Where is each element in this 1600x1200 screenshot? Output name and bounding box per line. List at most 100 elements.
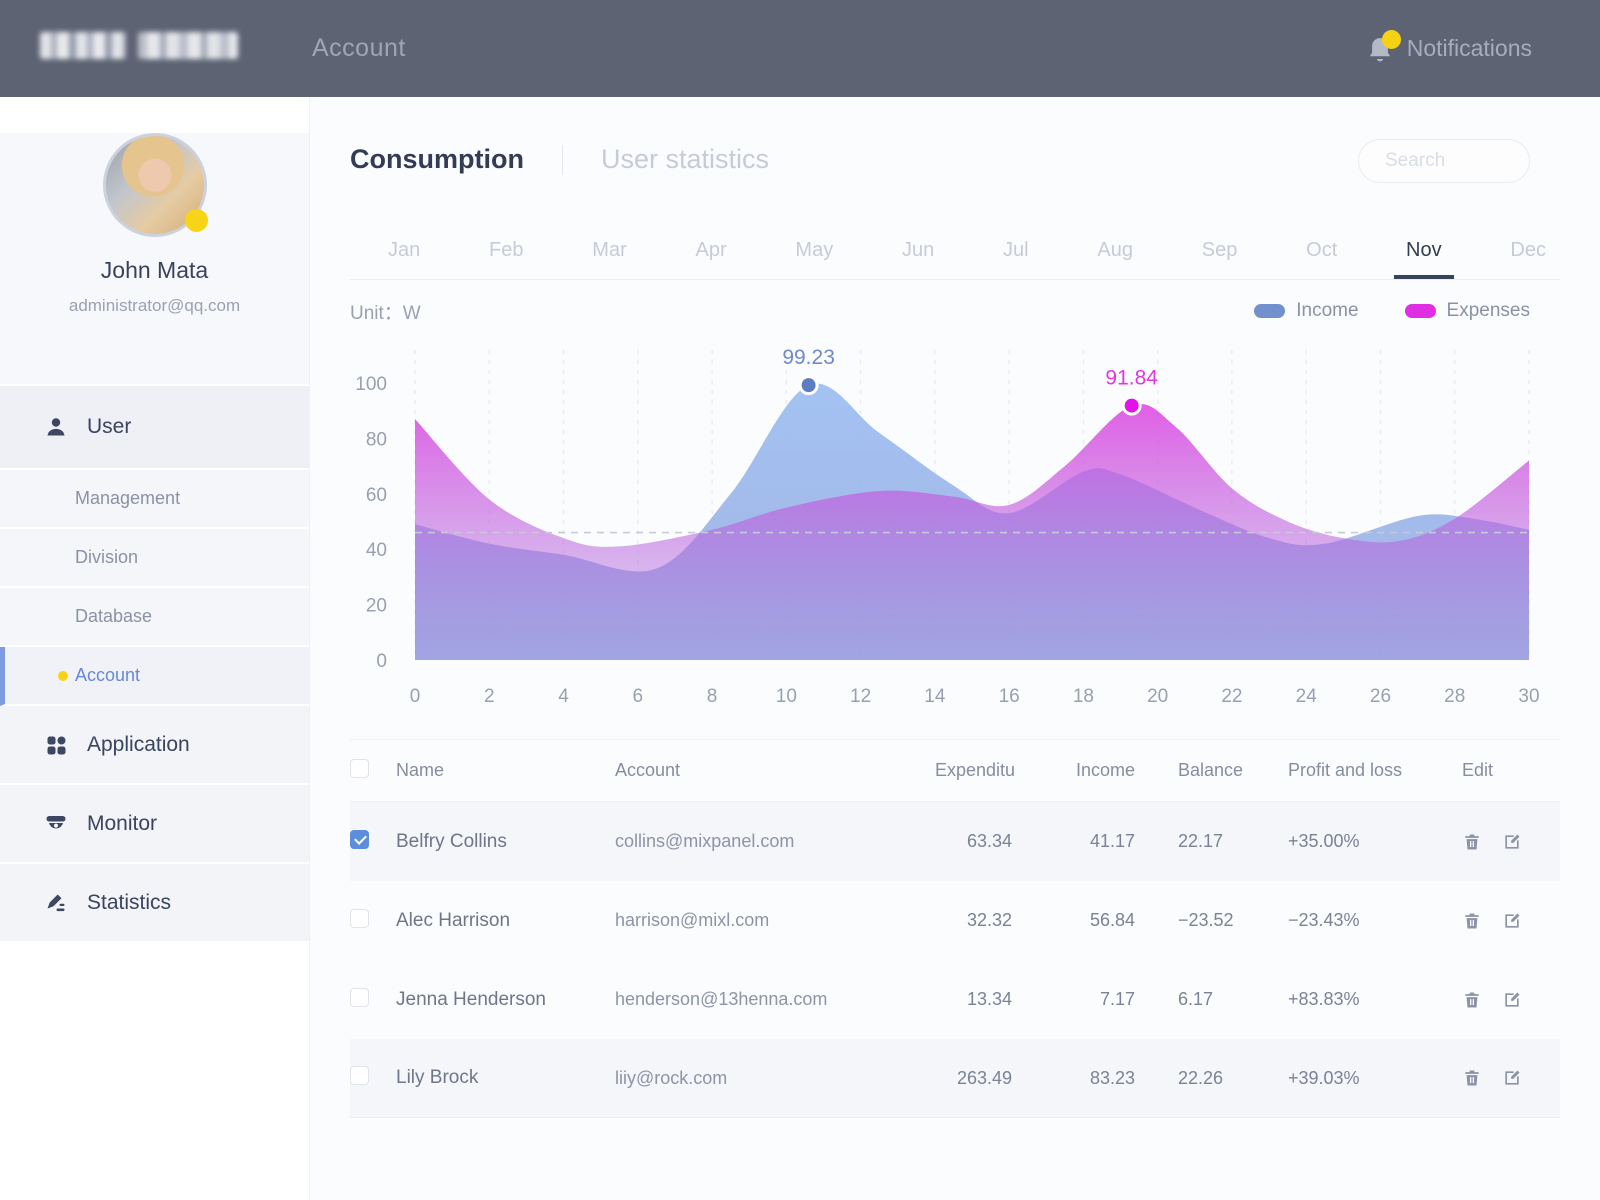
notifications-button[interactable]: Notifications bbox=[1365, 29, 1532, 66]
chart-unit-label: Unit：W bbox=[350, 302, 421, 324]
svg-text:24: 24 bbox=[1296, 686, 1318, 707]
accounts-table: Name Account Expenditu Income Balance Pr… bbox=[350, 739, 1560, 1118]
active-bullet bbox=[58, 670, 68, 681]
delete-button[interactable] bbox=[1462, 832, 1482, 852]
svg-text:26: 26 bbox=[1370, 686, 1391, 707]
svg-text:10: 10 bbox=[776, 686, 797, 707]
topbar: Account Notifications bbox=[0, 0, 1600, 97]
sidebar-item-monitor[interactable]: Monitor bbox=[0, 785, 309, 864]
search-input[interactable] bbox=[1358, 139, 1530, 183]
row-checkbox[interactable] bbox=[350, 829, 369, 849]
delete-button[interactable] bbox=[1462, 990, 1482, 1010]
bell-icon bbox=[1365, 29, 1401, 66]
area-chart: 99.23 91.84 0 20 40 60 80 100 0 2 4 6 8 10 12 14 16 18 20 2… bbox=[349, 330, 1600, 735]
sidebar-item-application[interactable]: Application bbox=[0, 706, 309, 785]
sidebar-item-management[interactable]: Management bbox=[0, 470, 309, 529]
user-email: administrator@qq.com bbox=[68, 296, 241, 315]
column-expenditure: Expenditu bbox=[935, 760, 1016, 780]
row-checkbox[interactable] bbox=[350, 1066, 369, 1085]
month-tab-feb[interactable]: Feb bbox=[489, 239, 524, 261]
main-content: Consumption User statistics Jan Feb Mar … bbox=[310, 97, 1600, 1200]
tab-consumption[interactable]: Consumption bbox=[350, 144, 524, 174]
month-tab-jul[interactable]: Jul bbox=[1003, 239, 1029, 261]
delete-button[interactable] bbox=[1462, 1068, 1482, 1088]
select-all-checkbox[interactable] bbox=[350, 758, 369, 778]
svg-text:22: 22 bbox=[1221, 686, 1242, 707]
month-tab-dec[interactable]: Dec bbox=[1510, 239, 1546, 261]
sidebar: John Mata administrator@qq.com User Mana… bbox=[0, 97, 310, 1200]
status-dot bbox=[184, 209, 208, 232]
app-logo-blurred bbox=[40, 32, 238, 59]
column-income: Income bbox=[1075, 760, 1135, 780]
user-icon bbox=[47, 418, 65, 436]
edit-button[interactable] bbox=[1502, 832, 1522, 852]
svg-text:28: 28 bbox=[1444, 686, 1465, 707]
monitor-camera-icon bbox=[46, 815, 66, 829]
avatar[interactable] bbox=[102, 133, 208, 237]
content-tabs: Consumption User statistics bbox=[310, 97, 1600, 222]
table-row: Lily Brock liiy@rock.com 263.49 83.23 22… bbox=[350, 1039, 1560, 1118]
sidebar-item-account[interactable]: Account bbox=[0, 647, 309, 706]
legend-income: Income bbox=[1254, 300, 1359, 322]
sidebar-item-division[interactable]: Division bbox=[0, 529, 309, 588]
column-balance: Balance bbox=[1178, 760, 1244, 780]
sidebar-item-label: Application bbox=[87, 732, 190, 756]
svg-text:16: 16 bbox=[999, 686, 1020, 707]
month-tab-jan[interactable]: Jan bbox=[388, 239, 421, 261]
svg-text:100: 100 bbox=[355, 374, 387, 395]
edit-button[interactable] bbox=[1502, 990, 1522, 1010]
svg-text:8: 8 bbox=[707, 686, 718, 707]
notification-badge bbox=[1381, 29, 1401, 49]
svg-text:0: 0 bbox=[410, 686, 421, 707]
sidebar-item-label: Statistics bbox=[87, 890, 172, 914]
column-account: Account bbox=[615, 760, 681, 780]
svg-text:80: 80 bbox=[366, 429, 387, 450]
page-title: Account bbox=[312, 34, 406, 62]
tab-divider bbox=[561, 144, 563, 175]
month-tab-apr[interactable]: Apr bbox=[695, 239, 727, 261]
table-row: Belfry Collins collins@mixpanel.com 63.3… bbox=[350, 802, 1560, 881]
tab-user-statistics[interactable]: User statistics bbox=[600, 144, 770, 174]
profile-card: John Mata administrator@qq.com bbox=[0, 133, 309, 386]
month-tab-aug[interactable]: Aug bbox=[1097, 239, 1133, 261]
svg-text:99.23: 99.23 bbox=[782, 346, 835, 369]
sidebar-item-statistics[interactable]: Statistics bbox=[0, 864, 309, 943]
svg-text:0: 0 bbox=[376, 651, 387, 672]
svg-text:14: 14 bbox=[924, 686, 946, 707]
column-profit-and-loss: Profit and loss bbox=[1288, 760, 1403, 780]
row-checkbox[interactable] bbox=[350, 987, 369, 1007]
svg-text:18: 18 bbox=[1073, 686, 1094, 707]
edit-button[interactable] bbox=[1502, 1068, 1522, 1088]
month-tabs: Jan Feb Mar Apr May Jun Jul Aug Sep Oct … bbox=[350, 222, 1560, 280]
svg-text:12: 12 bbox=[850, 686, 871, 707]
sidebar-item-user[interactable]: User bbox=[0, 386, 309, 470]
month-tab-oct[interactable]: Oct bbox=[1306, 239, 1338, 261]
user-name: John Mata bbox=[100, 257, 209, 283]
sidebar-item-label: User bbox=[87, 415, 132, 438]
edit-button[interactable] bbox=[1502, 911, 1522, 931]
month-tab-sep[interactable]: Sep bbox=[1201, 239, 1238, 261]
svg-text:20: 20 bbox=[1147, 686, 1168, 707]
svg-text:30: 30 bbox=[1518, 686, 1539, 707]
month-tab-may[interactable]: May bbox=[795, 239, 834, 261]
column-edit: Edit bbox=[1462, 760, 1494, 780]
statistics-icon bbox=[47, 894, 65, 911]
chart-header: Unit：W Income Expenses bbox=[310, 280, 1600, 330]
month-tab-jun[interactable]: Jun bbox=[902, 239, 935, 261]
table-header: Name Account Expenditu Income Balance Pr… bbox=[350, 740, 1560, 802]
delete-button[interactable] bbox=[1462, 911, 1482, 931]
svg-text:20: 20 bbox=[366, 596, 387, 617]
search-box bbox=[1358, 139, 1530, 183]
month-tab-nov[interactable]: Nov bbox=[1404, 223, 1444, 278]
notifications-label: Notifications bbox=[1406, 35, 1532, 61]
chart-legend: Income Expenses bbox=[1254, 300, 1530, 322]
sidebar-item-label: Monitor bbox=[87, 811, 158, 835]
svg-text:2: 2 bbox=[484, 686, 495, 707]
svg-text:4: 4 bbox=[558, 686, 569, 707]
sidebar-item-database[interactable]: Database bbox=[0, 588, 309, 647]
svg-text:91.84: 91.84 bbox=[1105, 367, 1158, 390]
row-checkbox[interactable] bbox=[350, 908, 369, 928]
legend-expenses: Expenses bbox=[1404, 300, 1530, 322]
month-tab-mar[interactable]: Mar bbox=[592, 239, 627, 261]
